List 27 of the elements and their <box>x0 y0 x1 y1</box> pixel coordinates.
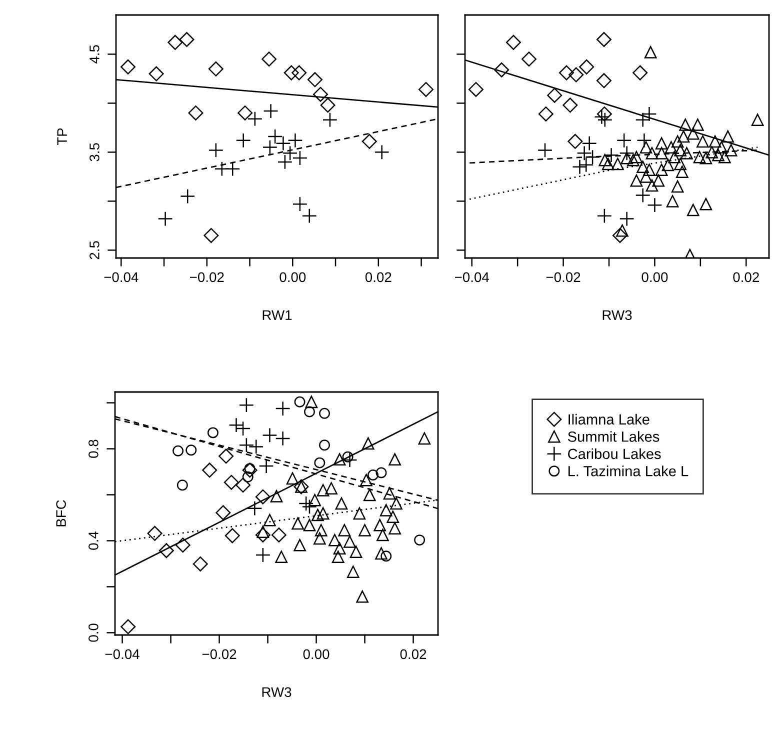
y-tick-label: 3.5 <box>90 143 100 162</box>
x-axis-title: RW1 <box>262 310 292 320</box>
x-tick-label: 0.02 <box>400 649 426 660</box>
x-tick-label: −0.02 <box>190 272 224 282</box>
y-tick-label: 0.4 <box>88 531 98 550</box>
y-tick-label: 4.5 <box>90 45 100 64</box>
x-tick-label: 0.00 <box>303 649 330 660</box>
x-tick-label: −0.04 <box>104 272 138 282</box>
y-tick-label: 0.8 <box>88 440 98 458</box>
x-axis-title: RW3 <box>602 310 632 320</box>
y-axis-title: TP <box>57 128 67 146</box>
x-tick-label: −0.02 <box>546 272 580 282</box>
x-tick-label: −0.02 <box>202 649 236 660</box>
legend-label: Summit Lakes <box>568 431 660 442</box>
y-tick-label: 2.5 <box>90 241 100 260</box>
x-axis-title: RW3 <box>262 687 292 698</box>
x-tick-label: 0.02 <box>733 272 759 282</box>
x-tick-label: −0.04 <box>105 649 140 660</box>
legend-label: Iliamna Lake <box>568 414 650 425</box>
legend-label: L. Tazimina Lake L <box>568 466 688 476</box>
x-tick-label: 0.02 <box>365 272 392 282</box>
y-axis-title: BFC <box>56 500 66 526</box>
x-tick-label: 0.00 <box>280 272 306 282</box>
x-tick-label: 0.00 <box>642 272 668 282</box>
x-tick-label: −0.04 <box>454 272 490 282</box>
legend-label: Caribou Lakes <box>568 448 661 460</box>
y-tick-label: 0.0 <box>88 624 98 642</box>
